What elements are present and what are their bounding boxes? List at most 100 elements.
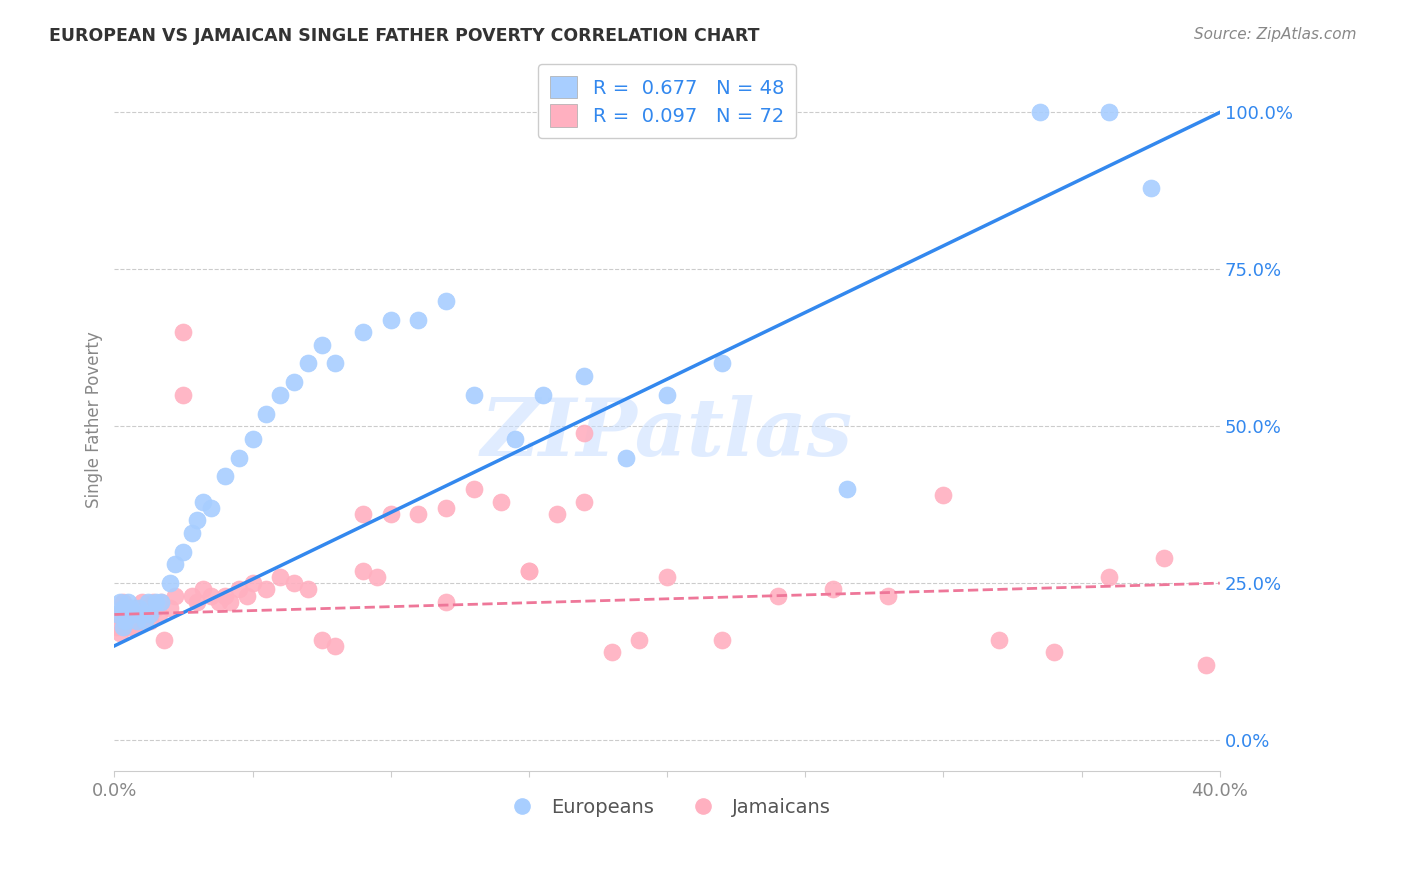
- Point: [236, 589, 259, 603]
- Text: Source: ZipAtlas.com: Source: ZipAtlas.com: [1194, 27, 1357, 42]
- Point: [200, 589, 222, 603]
- Point: [111, 620, 134, 634]
- Point: [200, 500, 222, 515]
- Point: [145, 601, 167, 615]
- Point: [531, 388, 554, 402]
- Text: EUROPEAN VS JAMAICAN SINGLE FATHER POVERTY CORRELATION CHART: EUROPEAN VS JAMAICAN SINGLE FATHER POVER…: [49, 27, 759, 45]
- Point: [408, 507, 430, 521]
- Point: [463, 388, 485, 402]
- Point: [122, 607, 145, 622]
- Point: [242, 432, 264, 446]
- Point: [128, 601, 150, 615]
- Y-axis label: Single Father Poverty: Single Father Poverty: [86, 332, 103, 508]
- Point: [572, 494, 595, 508]
- Point: [173, 325, 195, 339]
- Point: [208, 595, 231, 609]
- Point: [111, 601, 134, 615]
- Point: [1043, 645, 1066, 659]
- Point: [283, 376, 305, 390]
- Point: [1139, 180, 1161, 194]
- Point: [173, 545, 195, 559]
- Point: [766, 589, 789, 603]
- Point: [165, 558, 187, 572]
- Point: [111, 614, 134, 628]
- Point: [628, 632, 651, 647]
- Point: [254, 582, 277, 597]
- Point: [835, 482, 858, 496]
- Point: [134, 601, 156, 615]
- Point: [191, 494, 214, 508]
- Point: [105, 620, 128, 634]
- Point: [120, 607, 142, 622]
- Point: [877, 589, 900, 603]
- Point: [114, 620, 136, 634]
- Point: [1153, 551, 1175, 566]
- Point: [1029, 105, 1052, 120]
- Point: [711, 356, 734, 370]
- Legend: Europeans, Jamaicans: Europeans, Jamaicans: [495, 790, 839, 825]
- Point: [122, 614, 145, 628]
- Point: [136, 595, 159, 609]
- Point: [352, 564, 374, 578]
- Point: [114, 614, 136, 628]
- Point: [122, 620, 145, 634]
- Point: [105, 607, 128, 622]
- Point: [159, 576, 181, 591]
- Point: [434, 500, 457, 515]
- Point: [125, 607, 148, 622]
- Point: [108, 626, 131, 640]
- Point: [136, 607, 159, 622]
- Point: [214, 589, 236, 603]
- Point: [311, 337, 333, 351]
- Point: [297, 582, 319, 597]
- Point: [297, 356, 319, 370]
- Point: [120, 601, 142, 615]
- Point: [269, 570, 291, 584]
- Point: [614, 450, 637, 465]
- Point: [180, 589, 202, 603]
- Point: [821, 582, 844, 597]
- Point: [145, 595, 167, 609]
- Point: [1195, 657, 1218, 672]
- Point: [711, 632, 734, 647]
- Point: [219, 595, 242, 609]
- Point: [186, 595, 208, 609]
- Point: [434, 595, 457, 609]
- Point: [108, 607, 131, 622]
- Point: [366, 570, 388, 584]
- Point: [131, 595, 153, 609]
- Point: [228, 450, 250, 465]
- Point: [572, 425, 595, 440]
- Point: [191, 582, 214, 597]
- Point: [655, 570, 678, 584]
- Point: [380, 507, 402, 521]
- Point: [111, 595, 134, 609]
- Point: [150, 595, 173, 609]
- Text: ZIPatlas: ZIPatlas: [481, 395, 853, 473]
- Point: [254, 407, 277, 421]
- Point: [134, 614, 156, 628]
- Point: [600, 645, 623, 659]
- Point: [380, 312, 402, 326]
- Point: [517, 564, 540, 578]
- Point: [655, 388, 678, 402]
- Point: [117, 614, 139, 628]
- Point: [117, 595, 139, 609]
- Point: [491, 494, 513, 508]
- Point: [228, 582, 250, 597]
- Point: [142, 595, 165, 609]
- Point: [120, 620, 142, 634]
- Point: [572, 369, 595, 384]
- Point: [128, 614, 150, 628]
- Point: [546, 507, 568, 521]
- Point: [1098, 570, 1121, 584]
- Point: [125, 614, 148, 628]
- Point: [173, 388, 195, 402]
- Point: [325, 356, 347, 370]
- Point: [165, 589, 187, 603]
- Point: [283, 576, 305, 591]
- Point: [352, 507, 374, 521]
- Point: [159, 601, 181, 615]
- Point: [150, 595, 173, 609]
- Point: [117, 601, 139, 615]
